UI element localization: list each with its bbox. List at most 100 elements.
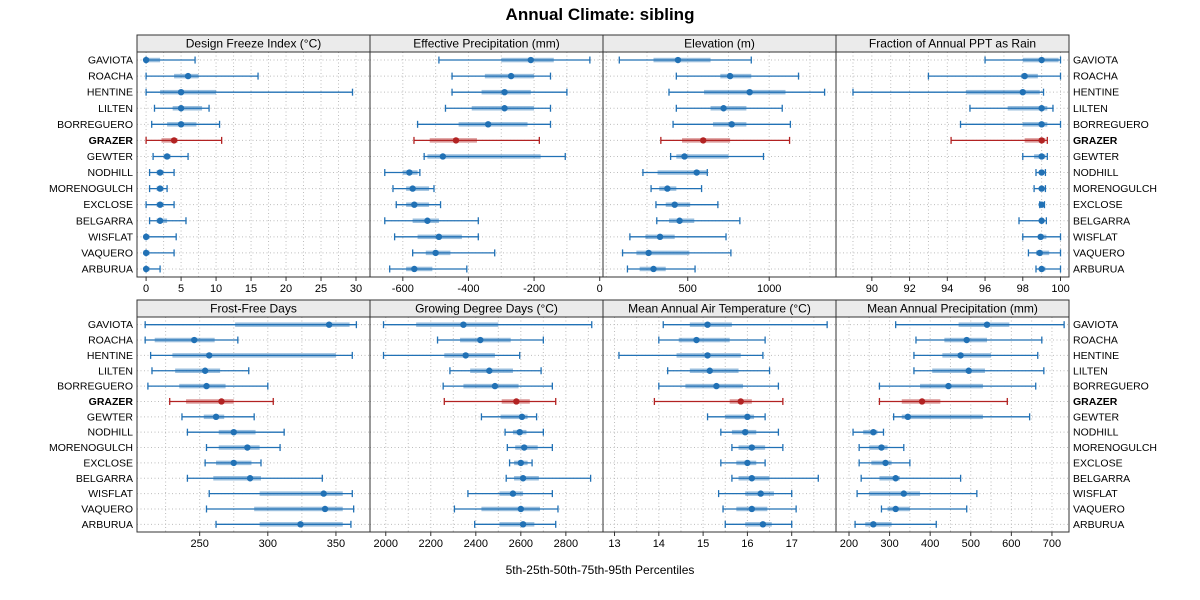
station-label-left-roacha: ROACHA bbox=[88, 335, 133, 347]
panel-frost-free-days: Frost-Free Days 250 300 350 bbox=[136, 299, 371, 550]
band-25-75 bbox=[501, 57, 554, 63]
station-label-left-belgarra: BELGARRA bbox=[76, 473, 133, 485]
axis-tick-label: 2200 bbox=[419, 538, 443, 550]
axis-tick-label: 98 bbox=[1017, 283, 1029, 295]
axis-tick-label: 250 bbox=[190, 538, 208, 550]
row-exclose bbox=[370, 201, 603, 209]
band-25-75 bbox=[710, 106, 747, 111]
row-arburua bbox=[603, 520, 836, 528]
band-25-75 bbox=[154, 337, 215, 343]
median-dot bbox=[676, 217, 683, 224]
axis-tick-label: 30 bbox=[350, 283, 362, 295]
median-dot bbox=[142, 233, 150, 241]
row-arburua bbox=[370, 520, 603, 528]
band-25-75 bbox=[1020, 73, 1038, 79]
band-25-75 bbox=[161, 138, 178, 143]
band-25-75 bbox=[218, 429, 256, 435]
percentile-legend: 5th-25th-50th-75th-95th Percentiles bbox=[505, 563, 695, 577]
row-morenogulch bbox=[603, 185, 836, 193]
band-25-75 bbox=[500, 414, 528, 420]
median-dot bbox=[746, 88, 753, 96]
row-lilten bbox=[603, 104, 836, 112]
panel-growing-degree-days-c: Growing Degree Days (°C) 2000 2200 2400 2600… bbox=[369, 299, 604, 550]
row-grazer bbox=[836, 397, 1069, 405]
row-belgarra bbox=[836, 217, 1069, 225]
station-label-right-gewter: GEWTER bbox=[1073, 411, 1119, 423]
median-dot bbox=[728, 121, 735, 128]
median-dot bbox=[509, 490, 517, 497]
axis-tick-label: 15 bbox=[245, 283, 257, 295]
station-label-left-lilten: LILTEN bbox=[98, 365, 133, 377]
row-lilten bbox=[370, 104, 603, 112]
panel-border bbox=[835, 316, 1070, 533]
row-belgarra bbox=[370, 217, 603, 225]
row-morenogulch bbox=[137, 444, 370, 452]
station-label-right-borreguero: BORREGUERO bbox=[1073, 119, 1149, 131]
station-label-left-gaviota: GAVIOTA bbox=[88, 319, 133, 331]
band-25-75 bbox=[1022, 122, 1048, 127]
station-label-left-gewter: GEWTER bbox=[87, 151, 133, 163]
station-label-left-wisflat: WISFLAT bbox=[88, 488, 133, 500]
row-belgarra bbox=[603, 474, 836, 482]
median-dot bbox=[518, 413, 526, 421]
row-roacha bbox=[137, 336, 370, 344]
panel-border bbox=[835, 51, 1070, 278]
band-25-75 bbox=[676, 154, 729, 159]
median-dot bbox=[741, 428, 749, 436]
median-dot bbox=[212, 413, 220, 421]
median-dot bbox=[1038, 217, 1045, 224]
row-exclose bbox=[603, 201, 836, 209]
row-wisflat bbox=[137, 490, 370, 498]
panel-background bbox=[836, 317, 1069, 532]
panel-elevation-m: Elevation (m) 500 1000 bbox=[602, 34, 837, 295]
row-nodhill bbox=[603, 169, 836, 177]
median-dot bbox=[1021, 72, 1028, 80]
band-25-75 bbox=[481, 506, 540, 512]
row-exclose bbox=[137, 201, 370, 209]
median-dot bbox=[142, 265, 150, 273]
station-label-right-grazer: GRAZER bbox=[1073, 135, 1118, 147]
station-label-left-nodhill: NODHILL bbox=[87, 427, 133, 439]
median-dot bbox=[486, 367, 493, 374]
median-dot bbox=[713, 382, 720, 390]
median-dot bbox=[681, 153, 688, 160]
row-exclose bbox=[137, 459, 370, 467]
row-roacha bbox=[137, 72, 370, 80]
row-gaviota bbox=[836, 321, 1069, 329]
station-label-right-gewter: GEWTER bbox=[1073, 151, 1119, 163]
band-25-75 bbox=[514, 476, 539, 481]
axis-tick-label: 96 bbox=[979, 283, 991, 295]
median-dot bbox=[191, 336, 198, 344]
band-25-75 bbox=[218, 445, 260, 450]
row-lilten bbox=[603, 367, 836, 375]
band-25-75 bbox=[175, 368, 221, 373]
row-nodhill bbox=[137, 428, 370, 436]
median-dot bbox=[693, 169, 700, 176]
axis-tick-label: 100 bbox=[1051, 283, 1069, 295]
band-25-75 bbox=[499, 522, 535, 527]
median-dot bbox=[963, 336, 970, 344]
median-dot bbox=[519, 475, 527, 482]
median-dot bbox=[1038, 185, 1045, 192]
median-dot bbox=[435, 233, 443, 241]
median-dot bbox=[156, 169, 164, 176]
row-lilten bbox=[836, 104, 1069, 112]
median-dot bbox=[516, 428, 523, 436]
row-vaquero bbox=[370, 505, 603, 513]
median-dot bbox=[664, 185, 671, 192]
median-dot bbox=[177, 88, 185, 96]
median-dot bbox=[892, 505, 899, 513]
row-morenogulch bbox=[836, 185, 1069, 193]
median-dot bbox=[477, 336, 484, 344]
station-label-left-nodhill: NODHILL bbox=[87, 167, 133, 179]
band-25-75 bbox=[871, 460, 892, 466]
median-dot bbox=[484, 121, 492, 128]
row-hentine bbox=[836, 351, 1069, 359]
row-grazer bbox=[137, 136, 370, 144]
axis-tick-label: 13 bbox=[608, 538, 620, 550]
panel-design-freeze-index-c: Design Freeze Index (°C) 0 5 10 15 20 25 30 bbox=[136, 34, 371, 295]
station-label-right-morenogulch: MORENOGULCH bbox=[1073, 183, 1157, 195]
axis-tick-label: 15 bbox=[697, 538, 709, 550]
panel-background bbox=[603, 317, 836, 532]
median-dot bbox=[904, 413, 912, 421]
